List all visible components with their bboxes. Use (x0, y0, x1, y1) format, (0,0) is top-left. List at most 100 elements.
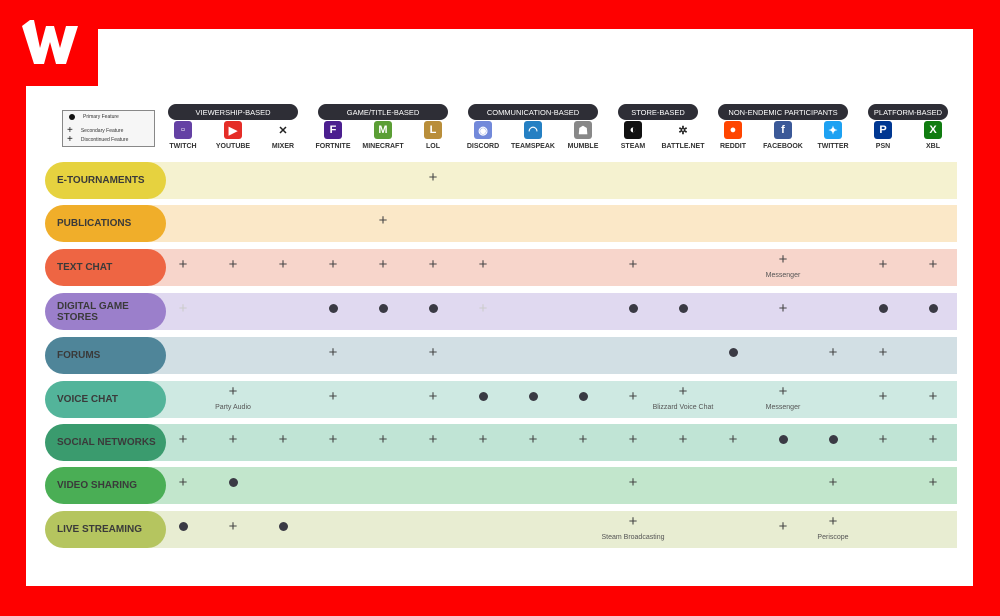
primary-feature-dot-icon (408, 302, 458, 316)
feature-cell: + (158, 249, 208, 286)
secondary-feature-plus-icon: + (678, 383, 688, 400)
facebook-icon: f (774, 121, 792, 139)
feature-cell: + (158, 467, 208, 504)
feature-cell: + (858, 249, 908, 286)
row-band (145, 249, 957, 286)
row-band (145, 337, 957, 374)
feature-row: E-TOURNAMENTS + (45, 162, 957, 199)
battlenet-icon: ✲ (674, 121, 692, 139)
feature-cell: + (308, 424, 358, 461)
secondary-feature-plus-icon: + (628, 388, 638, 405)
platform-column-psn: P PSN (858, 121, 908, 150)
secondary-feature-plus-icon: + (878, 256, 888, 273)
feature-cell: + (208, 424, 258, 461)
secondary-feature-plus-icon: + (428, 256, 438, 273)
feature-cell: + (458, 424, 508, 461)
feature-cell: + (458, 293, 508, 330)
group-header: COMMUNICATION-BASED (468, 104, 598, 120)
feature-cell: + (908, 424, 958, 461)
secondary-feature-plus-icon: + (278, 431, 288, 448)
feature-cell: + (608, 424, 658, 461)
secondary-feature-plus-icon: + (828, 513, 838, 530)
feature-row: DIGITAL GAME STORES + + + (45, 293, 957, 330)
feature-cell: + (158, 293, 208, 330)
feature-label: VIDEO SHARING (45, 467, 166, 504)
secondary-feature-plus-icon: + (628, 474, 638, 491)
secondary-feature-plus-icon: + (328, 256, 338, 273)
feature-cell: + (308, 381, 358, 418)
twitter-icon: ✦ (824, 121, 842, 139)
secondary-feature-plus-icon: + (478, 256, 488, 273)
feature-cell (858, 293, 908, 330)
platform-name: TEAMSPEAK (511, 143, 555, 150)
feature-note: Messenger (765, 404, 801, 411)
row-band (145, 205, 957, 242)
feature-note: Steam Broadcasting (601, 534, 665, 541)
platform-name: XBL (926, 143, 940, 150)
feature-label: PUBLICATIONS (45, 205, 166, 242)
feature-note: Party Audio (215, 404, 251, 411)
feature-cell: + (908, 381, 958, 418)
secondary-feature-plus-icon: + (878, 344, 888, 361)
group-header: STORE-BASED (618, 104, 698, 120)
feature-cell: + (858, 424, 908, 461)
feature-cell: + Messenger (758, 381, 808, 418)
group-header: VIEWERSHIP-BASED (168, 104, 298, 120)
platform-column-facebook: f FACEBOOK (758, 121, 808, 150)
secondary-feature-plus-icon: + (928, 474, 938, 491)
feature-cell: + (708, 424, 758, 461)
secondary-feature-plus-icon: + (228, 383, 238, 400)
discontinued-feature-plus-icon: + (478, 300, 488, 317)
secondary-feature-plus-icon: + (328, 388, 338, 405)
platform-column-mumble: ☗ MUMBLE (558, 121, 608, 150)
feature-cell: + (608, 467, 658, 504)
primary-feature-dot-icon (358, 302, 408, 316)
legend-secondary: Secondary Feature (80, 127, 124, 134)
primary-dot-icon (69, 114, 75, 120)
feature-cell: + (358, 205, 408, 242)
feature-cell: + (408, 162, 458, 199)
secondary-feature-plus-icon: + (778, 518, 788, 535)
feature-cell (758, 424, 808, 461)
discontinued-feature-plus-icon: + (178, 300, 188, 317)
platform-column-mixer: ✕ MIXER (258, 121, 308, 150)
feature-cell (658, 293, 708, 330)
feature-cell (258, 511, 308, 548)
secondary-feature-plus-icon: + (228, 431, 238, 448)
minecraft-icon: M (374, 121, 392, 139)
secondary-feature-plus-icon: + (778, 383, 788, 400)
feature-cell (358, 293, 408, 330)
feature-cell: + (358, 249, 408, 286)
primary-feature-dot-icon (608, 302, 658, 316)
primary-feature-dot-icon (308, 302, 358, 316)
feature-row: TEXT CHAT + + + + + + + + + Messenger + + (45, 249, 957, 286)
feature-cell: + (608, 381, 658, 418)
feature-cell: + (208, 249, 258, 286)
secondary-feature-plus-icon: + (928, 431, 938, 448)
secondary-feature-plus-icon: + (378, 212, 388, 229)
feature-cell: + (658, 424, 708, 461)
platform-column-youtube: ▶ YOUTUBE (208, 121, 258, 150)
feature-cell (908, 293, 958, 330)
feature-row: VIDEO SHARING + + + + (45, 467, 957, 504)
platform-name: MIXER (271, 143, 295, 150)
secondary-feature-plus-icon: + (528, 431, 538, 448)
primary-feature-dot-icon (908, 302, 958, 316)
platform-column-twitch: ▫ TWITCH (158, 121, 208, 150)
secondary-feature-plus-icon: + (428, 431, 438, 448)
discord-icon: ◉ (474, 121, 492, 139)
legend-primary: Primary Feature (83, 114, 119, 120)
platform-column-reddit: ● REDDIT (708, 121, 758, 150)
group-header: NON-ENDEMIC PARTICIPANTS (718, 104, 848, 120)
platform-column-xbl: X XBL (908, 121, 958, 150)
feature-cell: + (758, 293, 808, 330)
secondary-feature-plus-icon: + (428, 344, 438, 361)
secondary-feature-plus-icon: + (328, 431, 338, 448)
secondary-feature-plus-icon: + (628, 256, 638, 273)
primary-feature-dot-icon (258, 520, 308, 534)
platform-name: REDDIT (719, 143, 747, 150)
feature-cell: + (508, 424, 558, 461)
teamspeak-icon: ◠ (524, 121, 542, 139)
feature-cell: + (858, 337, 908, 374)
group-header: GAME/TITLE-BASED (318, 104, 448, 120)
